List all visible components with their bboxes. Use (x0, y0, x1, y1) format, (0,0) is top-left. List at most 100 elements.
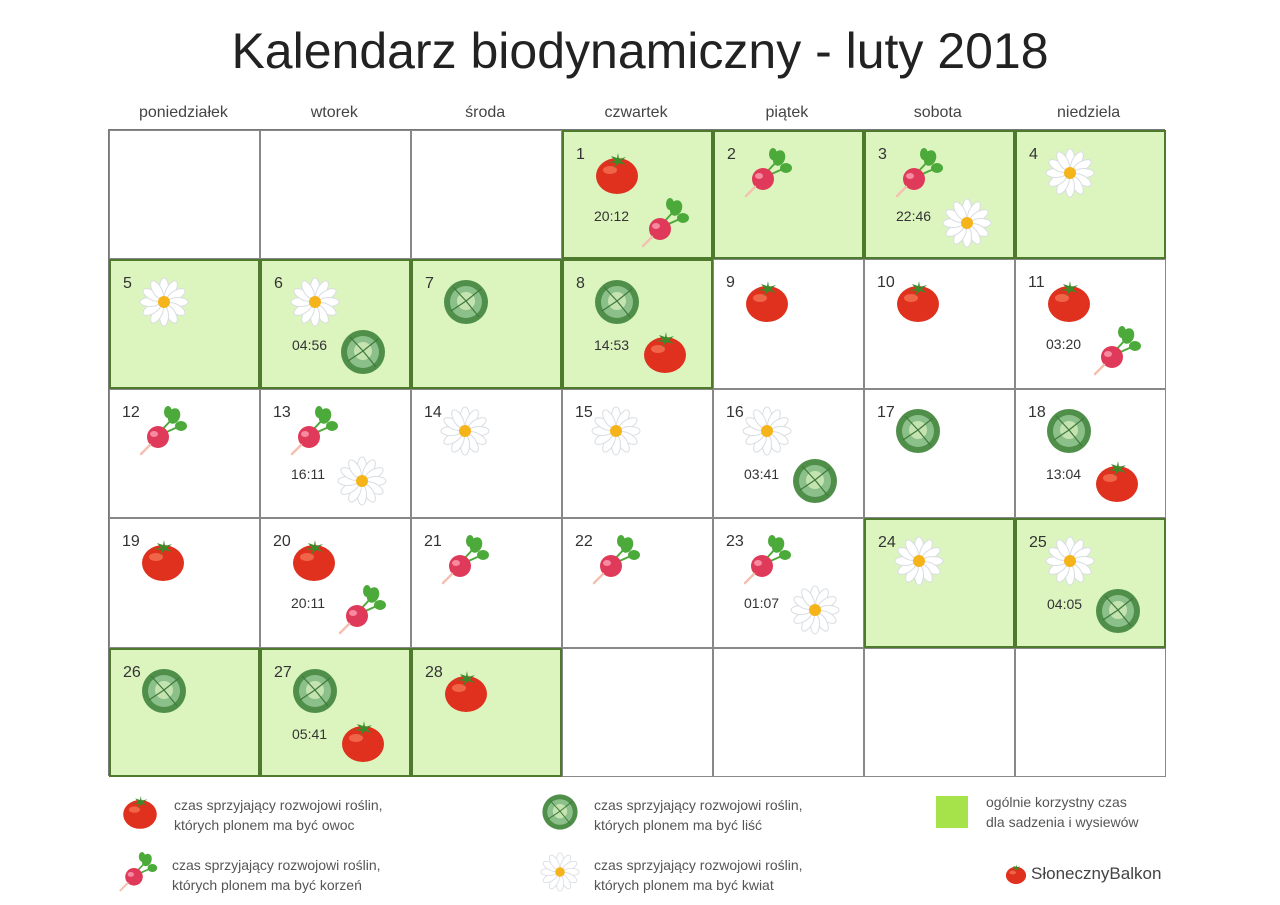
tomato-icon (742, 276, 792, 326)
calendar-day-2: 2 (713, 130, 864, 260)
calendar-day-6: 6 04:56 (260, 259, 411, 389)
day-number: 16 (726, 403, 744, 421)
legend-text: czas sprzyjający rozwojowi roślin, (594, 856, 803, 873)
calendar-day-16: 16 03:41 (713, 388, 864, 519)
tomato-icon (1092, 456, 1142, 506)
calendar-day-19: 19 (109, 518, 260, 648)
day-number: 19 (122, 533, 140, 551)
radish-icon (440, 535, 490, 585)
day-number: 18 (1028, 403, 1046, 421)
flower-icon (942, 198, 992, 248)
weekday-label: sobota (913, 104, 962, 121)
radish-icon (640, 198, 690, 248)
page-title: Kalendarz biodynamiczny - luty 2018 (231, 23, 1049, 79)
calendar-day-22: 22 (562, 518, 713, 648)
transition-time: 22:46 (896, 208, 932, 224)
tomato-icon (120, 792, 160, 837)
day-number: 14 (424, 403, 442, 421)
calendar-day-28: 28 (411, 647, 562, 777)
calendar-day-21: 21 (411, 518, 562, 648)
calendar-empty-cell (713, 647, 864, 777)
transition-time: 14:53 (594, 337, 630, 354)
cabbage-icon (139, 666, 189, 716)
tomato-icon (441, 666, 491, 716)
calendar-day-17: 17 (864, 388, 1015, 519)
legend-text: których plonem ma być kwiat (594, 876, 774, 893)
day-number: 28 (425, 663, 443, 681)
flower-icon (337, 456, 387, 506)
day-number: 26 (123, 663, 141, 681)
cabbage-icon (290, 666, 340, 716)
day-number: 8 (576, 275, 585, 293)
day-number: 1 (576, 146, 585, 163)
day-number: 10 (877, 274, 895, 292)
radish-icon (591, 535, 641, 585)
transition-time: 16:11 (291, 465, 325, 482)
calendar-empty-cell (562, 647, 713, 777)
calendar-day-9: 9 (713, 259, 864, 389)
cabbage-icon (1093, 586, 1143, 636)
calendar-day-12: 12 (109, 388, 260, 519)
calendar-empty-cell (260, 130, 411, 260)
tomato-icon (640, 327, 690, 377)
radish-icon (289, 405, 339, 456)
cabbage-icon (540, 792, 580, 837)
brand-logo: SłonecznyBalkon (1004, 862, 1161, 886)
day-number: 23 (726, 533, 744, 551)
calendar-day-27: 27 05:41 (260, 647, 411, 777)
tomato-icon (338, 716, 388, 766)
transition-time: 04:56 (292, 337, 328, 354)
cabbage-icon (790, 456, 840, 506)
day-number: 6 (274, 275, 283, 293)
legend-general: ogólnie korzystny czas dla sadzenia i wys… (936, 792, 1139, 832)
tomato-icon (289, 535, 339, 585)
legend-fruit: czas sprzyjający rozwojowi roślin, któryc… (120, 792, 383, 837)
green-square-icon (936, 796, 968, 828)
calendar-day-1: 1 20:12 (562, 130, 713, 260)
day-number: 24 (878, 534, 896, 552)
radish-icon (742, 535, 792, 585)
cabbage-icon (893, 406, 943, 456)
tomato-icon (1044, 276, 1094, 326)
day-number: 17 (877, 403, 895, 421)
calendar-day-11: 11 03:20 (1015, 259, 1166, 389)
legend-leaf: czas sprzyjający rozwojowi roślin, któryc… (540, 792, 803, 837)
calendar-empty-cell (109, 130, 260, 260)
day-number: 3 (878, 146, 887, 163)
calendar-day-4: 4 (1015, 130, 1166, 260)
legend-text: czas sprzyjający rozwojowi roślin, (594, 796, 803, 813)
day-number: 25 (1029, 534, 1047, 552)
flower-icon (591, 406, 641, 456)
weekday-label: poniedziałek (138, 104, 228, 121)
day-number: 21 (424, 533, 442, 551)
legend-text: których plonem ma być owoc (174, 816, 355, 833)
calendar-day-23: 23 01:07 (713, 518, 864, 648)
calendar-day-3: 3 22:46 (864, 130, 1015, 260)
flower-icon (742, 406, 792, 456)
calendar-grid: 1 20:12 2 3 22:46 4 5 6 04:56 7 8 14:53 9 10 11 03:20 12… (108, 129, 1166, 777)
legend-text: ogólnie korzystny czas (986, 794, 1127, 810)
tomato-icon (138, 535, 188, 585)
calendar-day-13: 13 16:11 (260, 388, 411, 519)
weekday-label: środa (465, 104, 506, 121)
flower-icon (440, 406, 490, 456)
day-number: 5 (123, 275, 132, 293)
flower-icon (139, 277, 189, 327)
transition-time: 05:41 (292, 725, 328, 742)
calendar-day-20: 20 20:11 (260, 518, 411, 648)
legend-root: czas sprzyjający rozwojowi roślin, któryc… (118, 852, 381, 897)
flower-icon (540, 852, 580, 897)
calendar-day-26: 26 (109, 647, 260, 777)
transition-time: 03:20 (1046, 336, 1082, 353)
cabbage-icon (441, 277, 491, 327)
transition-time: 20:12 (594, 208, 630, 224)
cabbage-icon (338, 327, 388, 377)
transition-time: 13:04 (1046, 465, 1082, 482)
legend-text: dla sadzenia i wysiewów (986, 814, 1139, 830)
weekday-label: wtorek (310, 104, 358, 121)
day-number: 7 (425, 275, 434, 293)
radish-icon (894, 148, 944, 198)
radish-icon (743, 148, 793, 198)
radish-icon (337, 585, 387, 635)
flower-icon (790, 585, 840, 635)
